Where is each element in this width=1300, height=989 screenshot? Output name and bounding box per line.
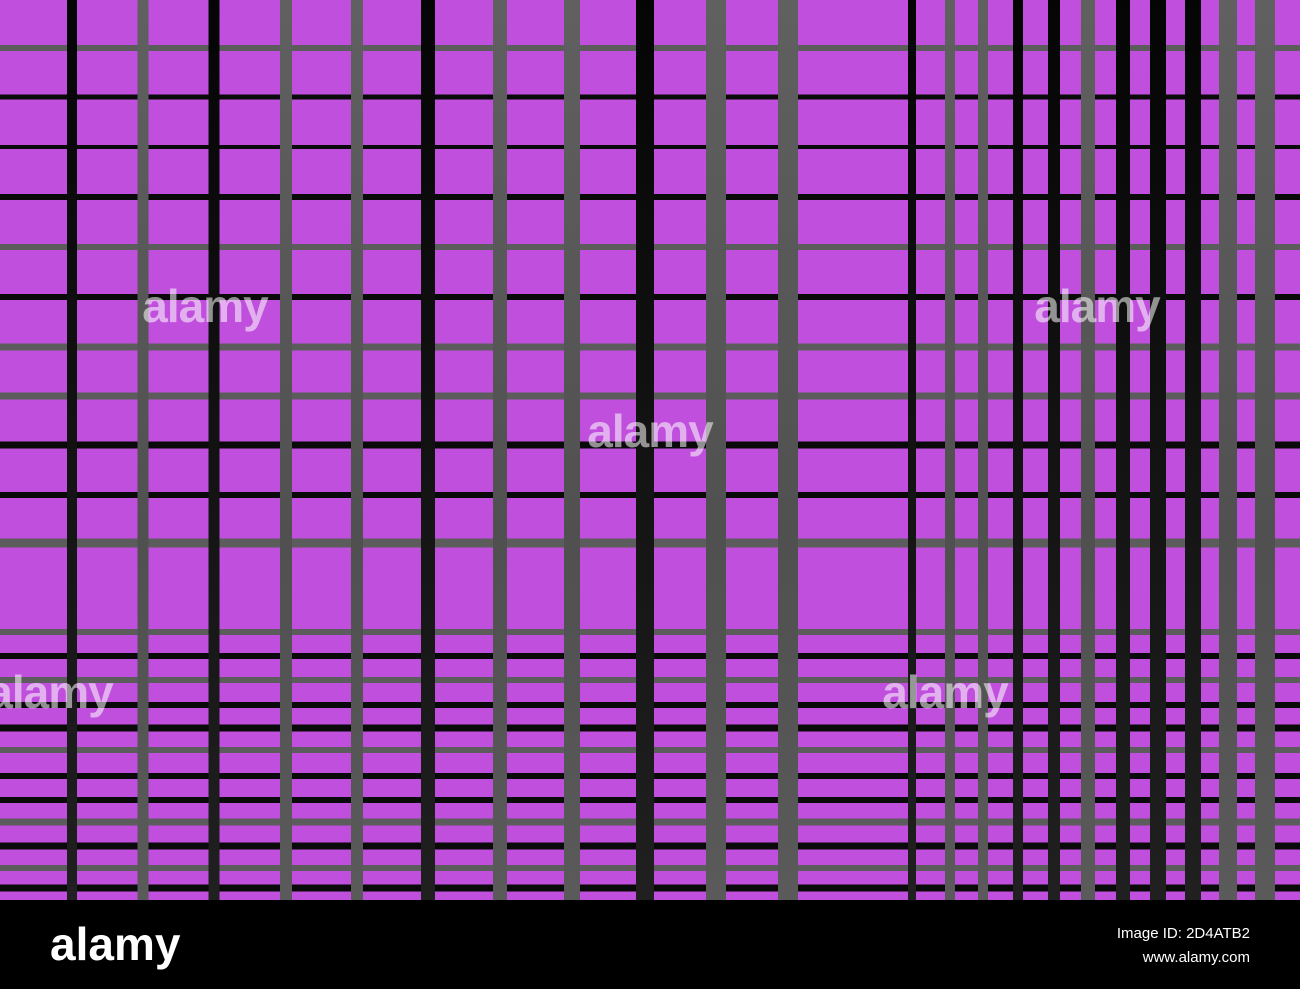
watermark: alamy (587, 405, 714, 457)
v-stripe (137, 0, 149, 900)
v-stripe (351, 0, 363, 900)
footer-logo: alamy (50, 918, 181, 970)
v-stripe (945, 0, 955, 900)
v-stripe (1255, 0, 1275, 900)
v-stripe (564, 0, 580, 900)
watermark: alamy (882, 666, 1009, 718)
vertical-stripes (67, 0, 1275, 900)
v-stripe (706, 0, 726, 900)
v-stripe (1116, 0, 1130, 900)
image-id: Image ID: 2D4ATB2 (1117, 925, 1250, 942)
watermark: alamy (142, 280, 269, 332)
v-stripe (208, 0, 220, 900)
watermarks: alamy alamy alamy alamy alamy (0, 280, 1162, 718)
v-stripe (1013, 0, 1023, 900)
watermark: alamy (1034, 280, 1161, 332)
v-stripe (1048, 0, 1060, 900)
footer-url: www.alamy.com (1142, 949, 1250, 966)
footer-bar (0, 900, 1300, 989)
v-stripe (778, 0, 798, 900)
v-stripe (421, 0, 435, 900)
v-stripe (978, 0, 988, 900)
watermark: alamy (0, 666, 114, 718)
v-stripe (493, 0, 507, 900)
v-stripe (908, 0, 916, 900)
v-stripe (1081, 0, 1095, 900)
v-stripe (1219, 0, 1237, 900)
v-stripe (67, 0, 77, 900)
v-stripe (1150, 0, 1166, 900)
v-stripe (1185, 0, 1201, 900)
v-stripe (636, 0, 654, 900)
v-stripe (280, 0, 292, 900)
